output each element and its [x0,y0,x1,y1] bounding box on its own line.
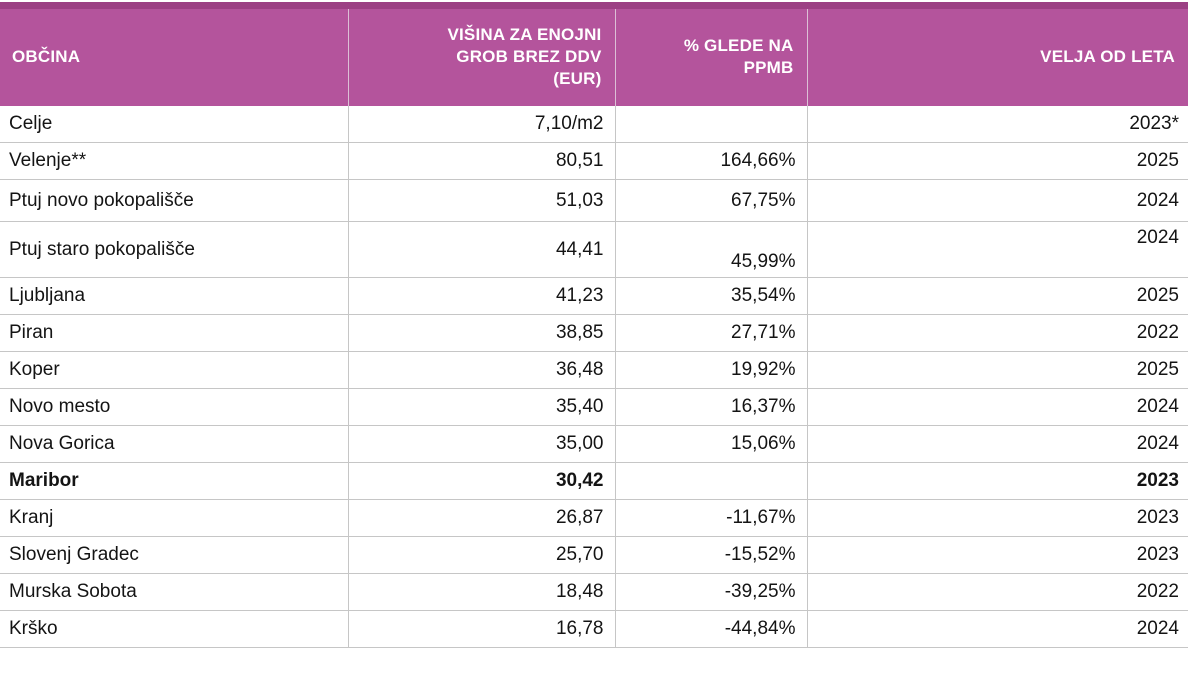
cell-municipality: Ptuj staro pokopališče [0,221,349,278]
table-row: Kranj 26,87 -11,67% 2023 [0,499,1188,537]
column-header-velja: VELJA OD LETA [807,5,1188,106]
cell-valid-from-year: 2024 [807,610,1188,648]
cell-price-eur: 44,41 [348,221,616,278]
cell-valid-from-year: 2025 [807,351,1188,389]
cell-percent-ppmb: 67,75% [615,179,808,222]
cell-municipality: Celje [0,105,349,143]
cell-valid-from-year: 2025 [807,142,1188,180]
cell-percent-ppmb: -44,84% [615,610,808,648]
cell-valid-from-year: 2024 [807,221,1188,278]
column-header-obcina: OBČINA [0,5,349,106]
cell-valid-from-year: 2024 [807,179,1188,222]
table-row: Murska Sobota 18,48 -39,25% 2022 [0,573,1188,611]
cell-valid-from-year: 2022 [807,314,1188,352]
cell-percent-ppmb: -11,67% [615,499,808,537]
cell-percent-ppmb: -15,52% [615,536,808,574]
table-row: Velenje** 80,51 164,66% 2025 [0,142,1188,180]
table-row: Krško 16,78 -44,84% 2024 [0,610,1188,648]
cell-percent-ppmb: 35,54% [615,277,808,315]
cell-price-eur: 80,51 [348,142,616,180]
cell-municipality: Kranj [0,499,349,537]
cell-price-eur: 38,85 [348,314,616,352]
table-row: Piran 38,85 27,71% 2022 [0,314,1188,352]
cell-municipality: Koper [0,351,349,389]
cell-percent-ppmb: 164,66% [615,142,808,180]
cell-municipality: Novo mesto [0,388,349,426]
cell-percent-ppmb: 27,71% [615,314,808,352]
table-row: Ptuj novo pokopališče 51,03 67,75% 2024 [0,179,1188,222]
cell-price-eur: 7,10/m2 [348,105,616,143]
cell-price-eur: 18,48 [348,573,616,611]
table-row: Maribor 30,42 2023 [0,462,1188,500]
table-body: Celje 7,10/m2 2023* Velenje** 80,51 164,… [0,105,1188,648]
column-header-visina: VIŠINA ZA ENOJNI GROB BREZ DDV (EUR) [348,5,616,106]
cell-price-eur: 30,42 [348,462,616,500]
cell-municipality: Ljubljana [0,277,349,315]
cell-municipality: Slovenj Gradec [0,536,349,574]
cell-percent-ppmb: 16,37% [615,388,808,426]
cell-valid-from-year: 2025 [807,277,1188,315]
cell-valid-from-year: 2023 [807,536,1188,574]
cell-municipality: Ptuj novo pokopališče [0,179,349,222]
cell-valid-from-year: 2022 [807,573,1188,611]
cell-price-eur: 25,70 [348,536,616,574]
cell-percent-ppmb: -39,25% [615,573,808,611]
cell-municipality: Nova Gorica [0,425,349,463]
cell-price-eur: 41,23 [348,277,616,315]
table-row: Ptuj staro pokopališče 44,41 45,99% 2024 [0,221,1188,278]
cell-price-eur: 16,78 [348,610,616,648]
cell-percent-ppmb: 45,99% [615,221,808,278]
table-row: Celje 7,10/m2 2023* [0,105,1188,143]
cell-valid-from-year: 2023 [807,462,1188,500]
grave-price-table: OBČINA VIŠINA ZA ENOJNI GROB BREZ DDV (E… [0,2,1188,648]
cell-price-eur: 26,87 [348,499,616,537]
cell-price-eur: 36,48 [348,351,616,389]
table-row: Nova Gorica 35,00 15,06% 2024 [0,425,1188,463]
cell-municipality: Murska Sobota [0,573,349,611]
cell-price-eur: 35,00 [348,425,616,463]
cell-percent-ppmb: 19,92% [615,351,808,389]
table-row: Slovenj Gradec 25,70 -15,52% 2023 [0,536,1188,574]
cell-valid-from-year: 2024 [807,388,1188,426]
cell-percent-ppmb: 15,06% [615,425,808,463]
cell-valid-from-year: 2023* [807,105,1188,143]
table-row: Koper 36,48 19,92% 2025 [0,351,1188,389]
table-row: Novo mesto 35,40 16,37% 2024 [0,388,1188,426]
cell-valid-from-year: 2023 [807,499,1188,537]
cell-price-eur: 35,40 [348,388,616,426]
cell-price-eur: 51,03 [348,179,616,222]
cell-municipality: Krško [0,610,349,648]
cell-municipality: Maribor [0,462,349,500]
cell-municipality: Piran [0,314,349,352]
table-header: OBČINA VIŠINA ZA ENOJNI GROB BREZ DDV (E… [0,5,1188,106]
cell-percent-ppmb [615,105,808,143]
table-row: Ljubljana 41,23 35,54% 2025 [0,277,1188,315]
column-header-pct: % GLEDE NA PPMB [615,5,808,106]
cell-municipality: Velenje** [0,142,349,180]
cell-percent-ppmb [615,462,808,500]
cell-valid-from-year: 2024 [807,425,1188,463]
